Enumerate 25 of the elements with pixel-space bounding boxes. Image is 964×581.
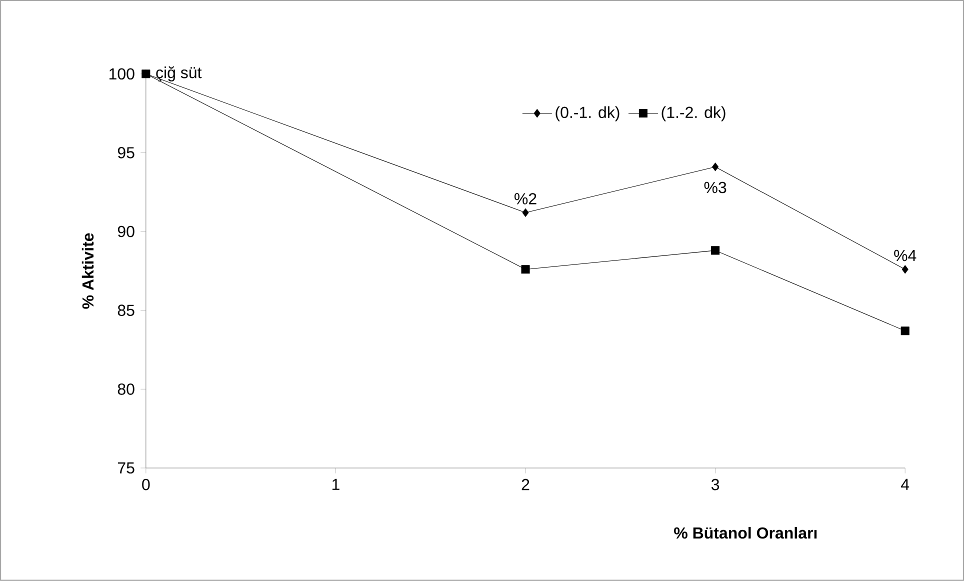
legend-label: (0.-1. dk) <box>556 106 620 122</box>
x-tick-label: 4 <box>901 478 910 490</box>
x-axis-title: % Bütanol Oranları <box>674 527 817 539</box>
y-tick-label: 75 <box>118 462 134 474</box>
point <box>711 246 720 255</box>
annotation: %3 <box>704 182 726 194</box>
y-tick-label: 90 <box>118 226 134 238</box>
annotation: %4 <box>894 250 916 262</box>
point <box>900 326 910 336</box>
y-tick-label: 85 <box>118 304 134 316</box>
annotation: çiğ süt <box>156 66 202 82</box>
point <box>712 162 719 172</box>
annotation: %2 <box>514 193 536 204</box>
point <box>522 208 529 217</box>
point <box>521 265 530 274</box>
y-axis-title: % Aktivite <box>82 233 94 309</box>
legend-label: (1.-2. dk) <box>662 106 726 122</box>
y-tick-label: 80 <box>118 384 134 395</box>
x-tick-label: 1 <box>332 478 340 490</box>
x-tick-label: 3 <box>711 478 720 490</box>
x-tick-label: 0 <box>142 478 150 490</box>
x-tick-label: 2 <box>522 478 530 490</box>
y-tick-label: 100 <box>109 68 134 80</box>
y-tick-label: 95 <box>118 147 134 158</box>
point <box>902 265 908 274</box>
